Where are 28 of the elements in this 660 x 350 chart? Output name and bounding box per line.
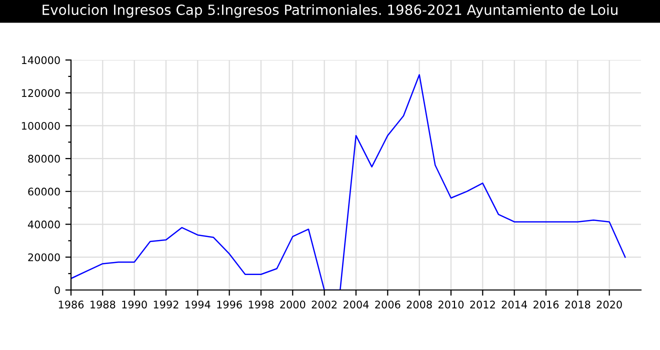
- x-tick-label: 2004: [344, 300, 369, 308]
- x-tick-label: 1990: [122, 300, 147, 308]
- chart-title: Evolucion Ingresos Cap 5:Ingresos Patrimoniales. 1986-2021 Ayuntamiento de Loiu: [42, 4, 618, 18]
- x-tick-label: 2002: [312, 300, 337, 308]
- y-tick-label: 100000: [22, 122, 60, 130]
- y-tick-label: 40000: [28, 220, 60, 228]
- x-tick-label: 2010: [438, 300, 464, 308]
- x-tick-label: 1996: [217, 300, 242, 308]
- y-tick-label: 140000: [22, 56, 60, 64]
- x-tick-label: 2018: [565, 300, 590, 308]
- x-tick-label: 1986: [58, 300, 84, 308]
- y-tick-label: 120000: [22, 89, 60, 97]
- x-tick-label: 2008: [406, 300, 432, 308]
- x-tick-label: 1998: [248, 300, 274, 308]
- x-tick-label: 2020: [596, 300, 622, 308]
- y-tick-label: 80000: [28, 154, 60, 163]
- x-tick-label: 2000: [280, 300, 306, 308]
- x-tick-label: 1994: [186, 300, 210, 308]
- line-series: [71, 74, 626, 290]
- x-tick-label: 2016: [534, 300, 559, 308]
- x-tick-label: 1992: [154, 300, 178, 308]
- x-tick-label: 2006: [375, 300, 400, 308]
- x-tick-label: 2012: [470, 300, 495, 308]
- y-tick-label: 20000: [28, 253, 60, 262]
- x-tick-label: 1988: [90, 300, 116, 308]
- x-tick-label: 2014: [502, 300, 528, 308]
- y-tick-label: 0: [54, 286, 60, 294]
- y-tick-label: 60000: [28, 188, 60, 196]
